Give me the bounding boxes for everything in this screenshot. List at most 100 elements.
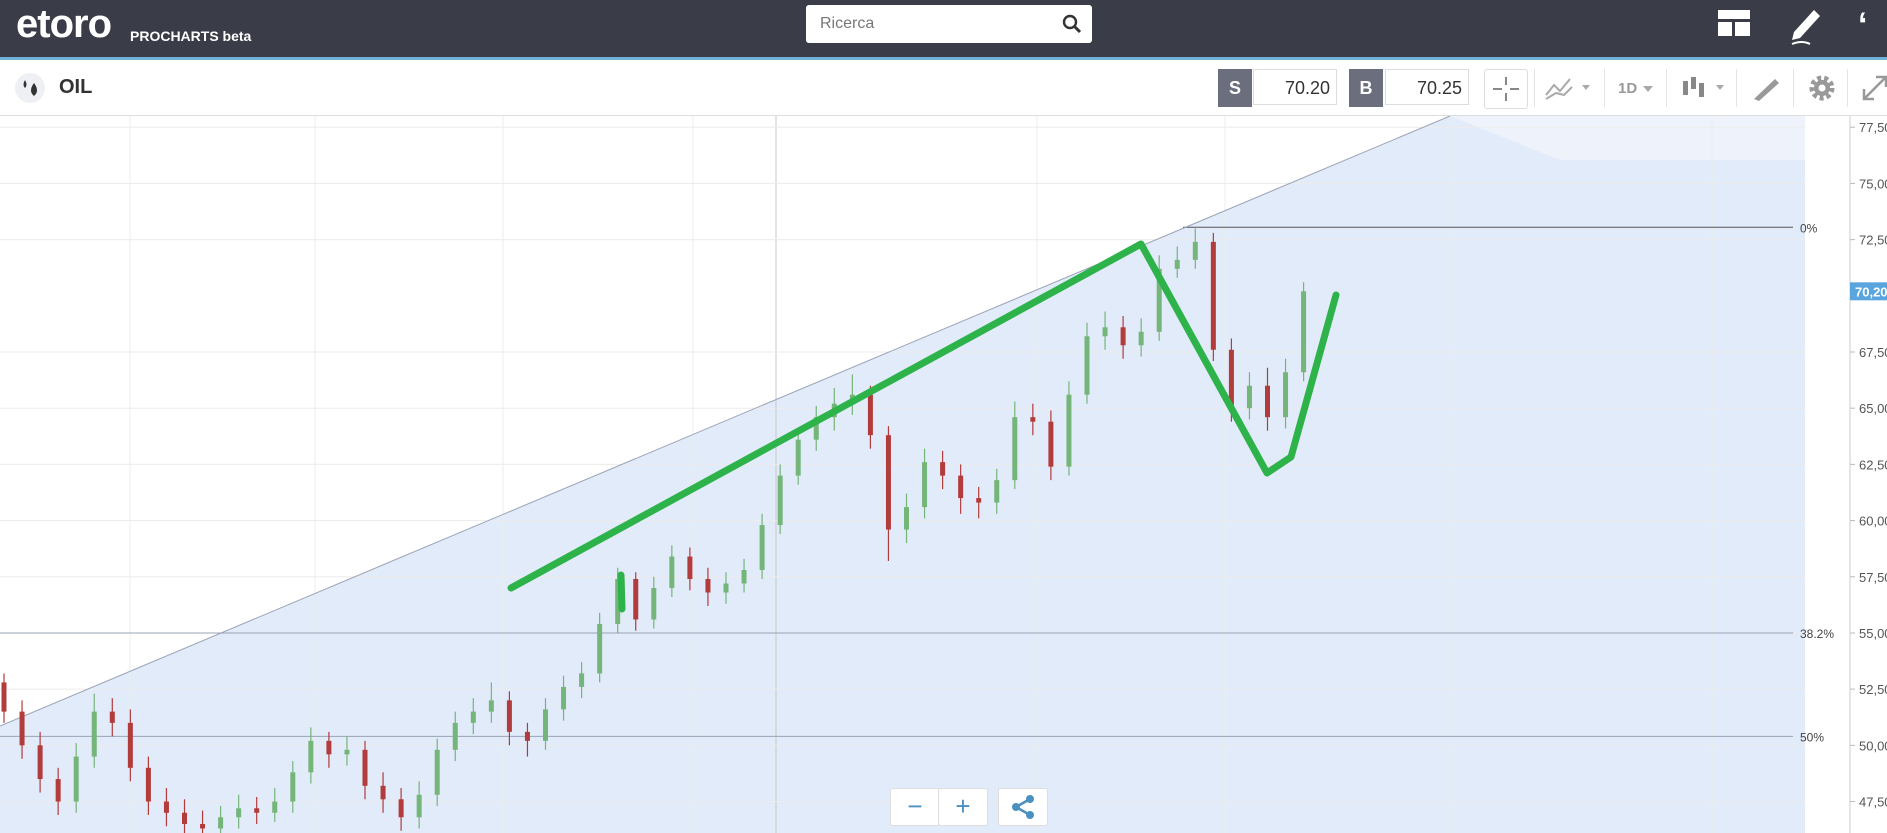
candle-body xyxy=(867,394,873,436)
candle-body xyxy=(452,722,458,750)
crosshair-button[interactable] xyxy=(1484,69,1528,109)
fullscreen-button[interactable] xyxy=(1860,73,1887,103)
candle-body xyxy=(904,507,909,530)
trend-line xyxy=(0,116,1451,727)
candle-body xyxy=(109,711,115,723)
candle-body xyxy=(19,711,25,746)
y-tick-label: 47,50 xyxy=(1859,795,1887,810)
candle-body xyxy=(1012,417,1018,481)
candle-body xyxy=(254,808,260,813)
candle-body xyxy=(127,722,133,768)
candle-body xyxy=(73,756,79,802)
candle-body xyxy=(687,556,693,580)
candle-body xyxy=(1156,268,1162,332)
y-tick-label: 57,50 xyxy=(1859,570,1887,585)
fib-level-label: 50% xyxy=(1800,730,1824,744)
logo[interactable]: etoro xyxy=(16,2,112,46)
candle-body xyxy=(506,700,512,732)
plot-area xyxy=(0,116,1805,833)
drawn-annotation xyxy=(617,571,626,613)
candle-body xyxy=(1265,385,1270,418)
candle-body xyxy=(543,709,548,741)
fib-level-label: 0% xyxy=(1800,221,1818,235)
candle-body xyxy=(290,772,296,802)
candle-body xyxy=(633,579,639,620)
candle-body xyxy=(416,794,422,818)
separator xyxy=(1534,69,1535,107)
drawing-tools-button[interactable] xyxy=(1751,73,1781,103)
candle-body xyxy=(326,740,332,755)
current-price-box xyxy=(1850,282,1887,301)
indicators-button[interactable] xyxy=(1544,73,1596,103)
candle-body xyxy=(922,462,928,508)
candle-body xyxy=(651,588,657,620)
candles xyxy=(1,228,1307,833)
buy-price[interactable]: 70.25 xyxy=(1385,69,1469,105)
candle-body xyxy=(272,801,278,813)
candle-body xyxy=(218,817,224,829)
candle-body xyxy=(795,439,801,476)
sell-price[interactable]: 70.20 xyxy=(1253,69,1337,105)
zoom-in-button[interactable]: + xyxy=(938,788,988,826)
share-button[interactable] xyxy=(998,788,1048,826)
draw-icon[interactable] xyxy=(1788,4,1824,46)
candle-body xyxy=(91,711,97,757)
candle-body xyxy=(1120,327,1126,346)
timeframe[interactable]: 1D xyxy=(1618,80,1638,97)
price-axis: 47,50 50,00 52,50 55,00 57,50 60,00 62,50 65,00… xyxy=(1850,120,1887,810)
candle-body xyxy=(55,779,61,802)
candle-body xyxy=(344,749,350,755)
logo-partial: ‘ xyxy=(1858,6,1868,44)
product-name: PROCHARTS beta xyxy=(130,28,252,44)
candle-body xyxy=(182,812,187,825)
candle-body xyxy=(1301,291,1307,373)
y-tick-label: 72,50 xyxy=(1859,233,1887,248)
candle-body xyxy=(669,556,675,589)
buy-label[interactable]: B xyxy=(1349,69,1383,107)
candle-body xyxy=(994,480,1000,503)
candle-body xyxy=(723,583,729,593)
drawn-annotation xyxy=(507,240,1340,592)
search-icon xyxy=(1062,14,1082,34)
toolbar: OIL S 70.20 B 70.25 1D xyxy=(0,60,1887,116)
separator xyxy=(1604,69,1605,107)
y-tick-label: 60,00 xyxy=(1859,514,1887,529)
search-placeholder: Ricerca xyxy=(820,15,875,32)
candle-body xyxy=(976,498,982,503)
candle-body xyxy=(561,686,567,710)
zoom-out-button[interactable]: − xyxy=(890,788,940,826)
candle-body xyxy=(488,700,494,712)
candle-body xyxy=(236,808,242,818)
candle-body xyxy=(1030,417,1036,422)
sell-label[interactable]: S xyxy=(1218,69,1252,107)
candle-body xyxy=(37,745,43,780)
separator xyxy=(1736,69,1737,107)
fib-level-label: 38.2% xyxy=(1800,627,1834,641)
y-tick-label: 65,00 xyxy=(1859,401,1887,416)
separator xyxy=(1847,69,1848,107)
candle-body xyxy=(813,417,819,440)
candle-body xyxy=(145,767,151,802)
settings-button[interactable] xyxy=(1807,73,1837,103)
chart-type-button[interactable] xyxy=(1680,73,1730,103)
current-price-label: 70,20 xyxy=(1855,284,1887,299)
candle-body xyxy=(380,785,386,800)
search-box[interactable]: Ricerca xyxy=(806,5,1092,43)
candle-body xyxy=(1,682,7,712)
y-tick-label: 77,50 xyxy=(1859,120,1887,135)
candle-body xyxy=(759,525,765,571)
candle-body xyxy=(1066,394,1072,467)
top-bar: etoro PROCHARTS beta Ricerca ‘ xyxy=(0,0,1887,60)
candle-body xyxy=(741,570,747,584)
channel-area xyxy=(0,116,1805,833)
candle-body xyxy=(434,749,440,795)
candle-body xyxy=(1138,331,1144,346)
dropdown-arrow xyxy=(1643,86,1653,92)
share-icon xyxy=(1012,795,1034,819)
layout-icon[interactable] xyxy=(1717,9,1751,37)
candle-body xyxy=(1048,421,1054,467)
candle-body xyxy=(705,579,711,593)
candle-body xyxy=(1084,336,1090,395)
fibonacci xyxy=(0,226,1793,737)
